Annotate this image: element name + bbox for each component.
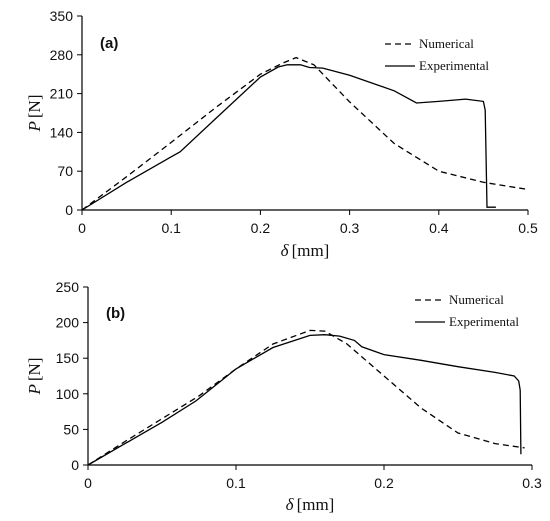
y-tick-label: 50 (63, 421, 79, 437)
series-line-numerical (81, 56, 529, 211)
y-tick-label: 250 (56, 279, 80, 295)
x-axis-symbol: δ (286, 495, 295, 514)
x-tick-label: 0.5 (518, 220, 538, 236)
x-tick-label: 0.1 (226, 475, 246, 491)
legend-label: Experimental (419, 58, 489, 73)
y-tick-label: 280 (50, 47, 74, 63)
y-tick-label: 0 (71, 457, 79, 473)
x-tick-label: 0 (78, 220, 86, 236)
y-axis-unit: [N] (25, 95, 44, 119)
series-line-numerical (87, 329, 525, 466)
x-tick-label: 0 (84, 475, 92, 491)
y-axis-label: P [N] (25, 358, 44, 396)
x-tick-label: 0.2 (374, 475, 394, 491)
y-tick-label: 350 (50, 8, 74, 24)
x-tick-label: 0.1 (161, 220, 181, 236)
series-line-experimental (87, 334, 522, 466)
y-tick-label: 140 (50, 124, 74, 140)
x-tick-label: 0.3 (522, 475, 542, 491)
y-axis-label: P [N] (25, 95, 44, 133)
series-line-experimental (81, 64, 496, 211)
panel-label: (a) (100, 35, 118, 52)
x-axis-unit: [mm] (297, 495, 335, 514)
y-axis-unit: [N] (25, 358, 44, 382)
x-tick-label: 0.3 (340, 220, 360, 236)
x-tick-label: 0.4 (429, 220, 449, 236)
x-tick-label: 0.2 (251, 220, 271, 236)
y-tick-label: 70 (57, 163, 73, 179)
panel-label: (b) (106, 305, 125, 322)
x-axis-symbol: δ (281, 241, 290, 260)
x-axis-label: δ [mm] (281, 241, 330, 260)
chart-panel-a: 0 70 140 210 280 350 0 0.1 0.2 0.3 0.4 0.5 δ [mm] P [N]… (25, 8, 538, 260)
x-axis-unit: [mm] (292, 241, 330, 260)
y-tick-label: 210 (50, 86, 74, 102)
x-axis-label: δ [mm] (286, 495, 335, 514)
y-tick-label: 100 (56, 386, 80, 402)
legend-label: Numerical (449, 292, 504, 307)
y-axis-symbol: P (25, 121, 44, 132)
y-tick-label: 200 (56, 315, 80, 331)
legend-label: Experimental (449, 314, 519, 329)
y-tick-label: 0 (65, 202, 73, 218)
chart-panel-b: 0 50 100 150 200 250 0 0.1 0.2 0.3 δ [mm] P [N] (b) Num… (25, 279, 542, 514)
legend-label: Numerical (419, 36, 474, 51)
y-tick-label: 150 (56, 350, 80, 366)
y-axis-symbol: P (25, 384, 44, 395)
